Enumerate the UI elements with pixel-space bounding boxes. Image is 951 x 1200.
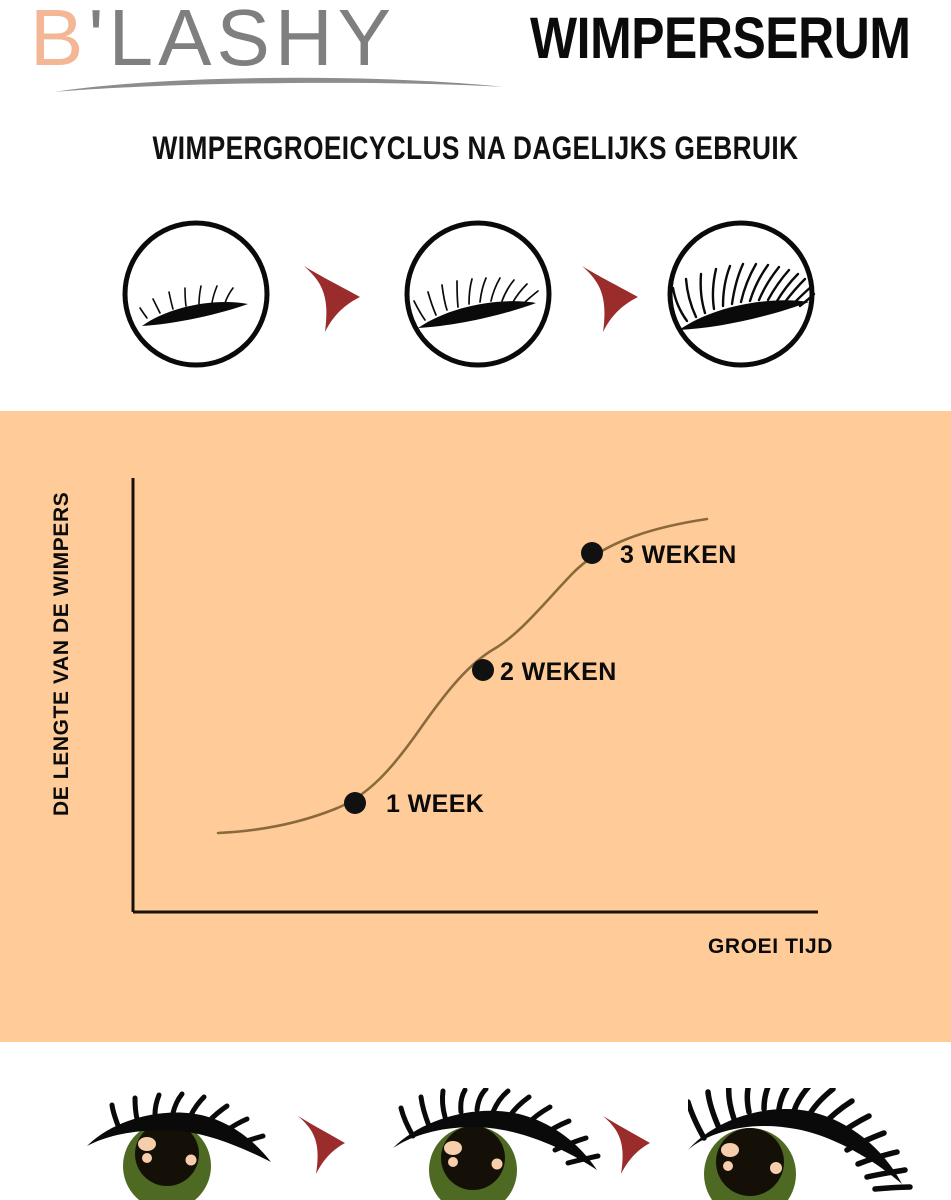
data-point-week-1 (344, 792, 366, 814)
iris-1 (123, 1122, 211, 1200)
page-subtitle: WIMPERGROEICYCLUS NA DAGELIJKS GEBRUIK (152, 130, 799, 166)
lash-stage-circle-3 (665, 218, 817, 370)
open-eye-stage-1 (75, 1088, 345, 1200)
chart-x-axis-label: GROEI TIJD (708, 935, 834, 958)
lash-line-2 (393, 1110, 597, 1170)
product-title: WIMPERSERUM (530, 6, 911, 71)
chart-annotation-week-3: 3 WEKEN (620, 541, 737, 569)
iris-3 (704, 1128, 796, 1200)
progression-arrow-icon-3 (298, 1116, 345, 1174)
growth-chart-panel: DE LENGTE VAN DE WIMPERS 1 WEEK 2 WEKEN … (0, 411, 951, 1042)
logo-swoosh-icon (54, 77, 504, 92)
data-point-week-3 (581, 542, 603, 564)
growth-chart (131, 478, 818, 914)
chart-annotation-week-2: 2 WEKEN (500, 658, 617, 686)
lash-line-1 (87, 1112, 271, 1162)
lashes-2 (398, 1086, 601, 1166)
chart-y-axis-label: DE LENGTE VAN DE WIMPERS (50, 491, 73, 816)
brand-logo: B'LASHY (30, 0, 530, 101)
chart-annotation-week-1: 1 WEEK (386, 790, 485, 818)
chart-axes (131, 478, 818, 914)
lash-stage-circle-2 (402, 218, 554, 370)
logo-letters-lashy: 'LASHY (88, 0, 396, 82)
open-eye-stage-2 (385, 1086, 655, 1200)
data-point-week-2 (472, 659, 494, 681)
progression-arrow-icon-2 (582, 266, 638, 332)
progression-arrow-icon-1 (304, 266, 360, 332)
lash-stage-circle-1 (120, 218, 272, 370)
iris-2 (429, 1126, 517, 1200)
progression-arrow-icon-4 (603, 1116, 650, 1174)
logo-wordmark: B'LASHY (30, 0, 396, 80)
open-eye-stage-row (0, 1076, 951, 1200)
lash-stage-circle-row (0, 218, 951, 378)
header: B'LASHY WIMPERSERUM (0, 0, 951, 115)
lashes-1 (109, 1091, 266, 1146)
open-eye-stage-3 (685, 1076, 951, 1200)
logo-letter-b: B (30, 0, 89, 82)
